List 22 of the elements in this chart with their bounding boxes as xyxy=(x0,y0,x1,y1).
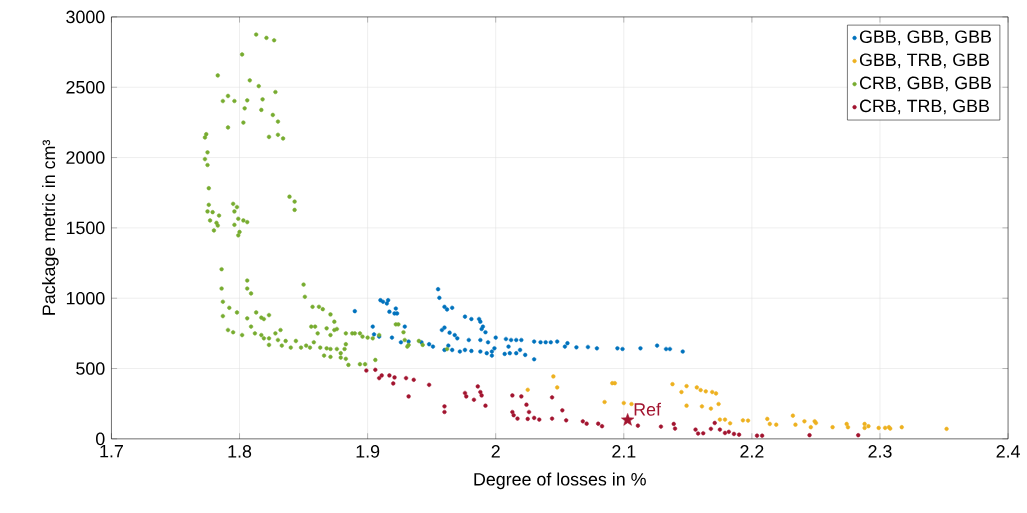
y-tick-label: 1000 xyxy=(66,292,105,305)
x-tick-label: 2.1 xyxy=(612,445,636,458)
x-axis-title: Degree of losses in % xyxy=(474,472,646,490)
y-tick-label: 3000 xyxy=(66,10,105,24)
x-tick-label: 1.8 xyxy=(228,445,252,458)
y-tick-label: 500 xyxy=(76,362,105,376)
legend-label: GBB, GBB, GBB xyxy=(859,30,992,46)
y-tick-label: 1500 xyxy=(66,221,105,235)
x-tick-label: 1.7 xyxy=(100,445,123,458)
annotation: Ref xyxy=(634,402,661,417)
x-tick-label: 2.4 xyxy=(996,445,1020,458)
x-tick-label: 2 xyxy=(491,445,500,458)
y-tick-label: 2500 xyxy=(66,81,105,94)
x-tick-label: 2.3 xyxy=(868,445,892,458)
legend-label: GBB, TRB, GBB xyxy=(859,53,990,69)
legend-label: CRB, TRB, GBB xyxy=(859,99,989,115)
y-axis-title: Package metric in cm³ xyxy=(42,140,59,315)
legend-label: CRB, GBB, GBB xyxy=(859,76,991,92)
x-tick-label: 1.9 xyxy=(356,445,380,458)
x-tick-label: 2.2 xyxy=(740,445,764,458)
y-tick-label: 2000 xyxy=(66,151,105,165)
y-tick-label: 0 xyxy=(96,432,105,446)
